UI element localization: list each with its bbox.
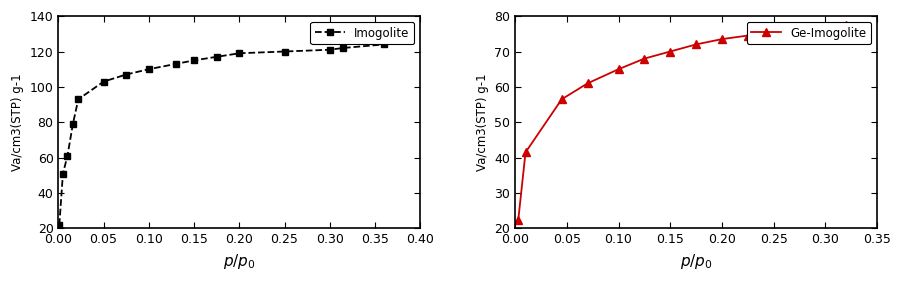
Ge-Imogolite	[841, 23, 851, 27]
X-axis label: $\mathit{p/p_0}$: $\mathit{p/p_0}$	[680, 252, 713, 271]
Imogolite	[121, 73, 132, 76]
Ge-Imogolite	[742, 34, 753, 37]
Legend: Ge-Imogolite: Ge-Imogolite	[747, 22, 871, 45]
Line: Imogolite: Imogolite	[56, 41, 388, 228]
Ge-Imogolite	[513, 218, 524, 221]
Y-axis label: Va/cm3(STP) g-1: Va/cm3(STP) g-1	[475, 74, 489, 171]
X-axis label: $\mathit{p/p_0}$: $\mathit{p/p_0}$	[223, 252, 255, 271]
Ge-Imogolite	[716, 38, 727, 41]
Imogolite	[62, 154, 73, 158]
Ge-Imogolite	[613, 67, 624, 71]
Legend: Imogolite: Imogolite	[310, 22, 414, 45]
Ge-Imogolite	[582, 82, 593, 85]
Imogolite	[73, 98, 84, 101]
Imogolite	[68, 122, 78, 126]
Imogolite	[54, 223, 65, 227]
Imogolite	[98, 80, 109, 83]
Imogolite	[189, 59, 199, 62]
Ge-Imogolite	[520, 151, 531, 154]
Y-axis label: Va/cm3(STP) g-1: Va/cm3(STP) g-1	[11, 74, 24, 171]
Imogolite	[379, 43, 390, 46]
Imogolite	[58, 172, 69, 175]
Imogolite	[325, 48, 336, 51]
Imogolite	[279, 50, 290, 53]
Imogolite	[170, 62, 181, 66]
Imogolite	[338, 46, 349, 50]
Imogolite	[211, 55, 222, 58]
Ge-Imogolite	[799, 28, 810, 32]
Ge-Imogolite	[769, 32, 779, 36]
Ge-Imogolite	[639, 57, 649, 60]
Imogolite	[143, 67, 154, 71]
Ge-Imogolite	[820, 27, 831, 30]
Imogolite	[234, 52, 244, 55]
Ge-Imogolite	[665, 50, 676, 53]
Ge-Imogolite	[691, 43, 702, 46]
Line: Ge-Imogolite: Ge-Imogolite	[514, 21, 850, 224]
Ge-Imogolite	[557, 98, 567, 101]
Ge-Imogolite	[784, 30, 795, 34]
